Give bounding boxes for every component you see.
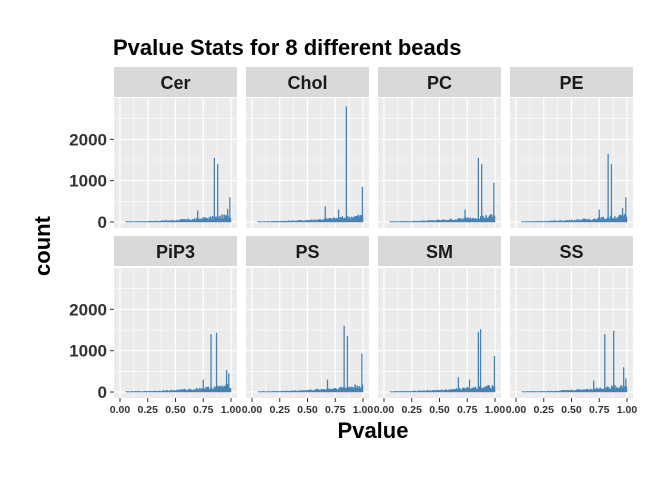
facet-panel-pip3: PiP3 0.00 0.25 0.50 0.75 1.00 0 1000 2000: [69, 236, 241, 416]
y-tick-label: 0: [98, 383, 107, 402]
x-tick-label: 0.50: [297, 404, 318, 416]
x-tick-label: 0.00: [110, 404, 131, 416]
x-tick-label: 1.00: [353, 404, 374, 416]
facet-strip-label: PE: [559, 73, 583, 93]
x-tick-label: 1.00: [617, 404, 638, 416]
facet-strip: [246, 236, 369, 266]
x-tick-label: 0.75: [325, 404, 346, 416]
x-tick-label: 0.75: [457, 404, 478, 416]
facet-panel-pc: PC: [378, 67, 501, 228]
facet-strip: [114, 236, 237, 266]
x-tick-label: 0.25: [270, 404, 291, 416]
x-tick-label: 1.00: [485, 404, 506, 416]
histogram-bins: [521, 384, 628, 393]
x-tick-label: 0.50: [429, 404, 450, 416]
facet-strip-label: SM: [426, 242, 453, 262]
x-tick-label: 0.00: [506, 404, 527, 416]
y-tick-label: 2000: [69, 300, 107, 319]
facet-strip: [114, 67, 237, 97]
facet-strip: [378, 67, 501, 97]
facet-strip: [510, 67, 633, 97]
facet-panel-ps: PS 0.00 0.25 0.50 0.75 1.00: [242, 236, 374, 416]
facet-panel-sm: SM 0.00 0.25 0.50 0.75 1.00: [374, 236, 506, 416]
histogram-bins: [125, 383, 232, 393]
x-tick-label: 0.00: [374, 404, 395, 416]
facet-panel-cer: Cer 0 1000 2000: [69, 67, 237, 232]
facet-strip: [510, 236, 633, 266]
x-tick-label: 0.25: [402, 404, 423, 416]
facet-strip: [246, 67, 369, 97]
facet-panel-pe: PE: [510, 67, 633, 228]
x-tick-label: 1.00: [221, 404, 242, 416]
y-tick-label: 1000: [69, 342, 107, 361]
x-tick-label: 0.25: [534, 404, 555, 416]
x-tick-label: 0.50: [165, 404, 186, 416]
histogram-bins: [521, 213, 628, 223]
x-tick-label: 0.50: [561, 404, 582, 416]
x-tick-label: 0.25: [138, 404, 159, 416]
facet-strip-label: PiP3: [156, 242, 195, 262]
facet-strip-label: PS: [295, 242, 319, 262]
x-tick-label: 0.75: [589, 404, 610, 416]
facet-panel-ss: SS 0.00 0.25 0.50 0.75 1.00: [506, 236, 638, 416]
facet-strip-label: Cer: [160, 73, 190, 93]
y-tick-label: 1000: [69, 172, 107, 191]
facet-strip-label: SS: [559, 242, 583, 262]
histogram-bins: [389, 384, 496, 393]
chart-title: Pvalue Stats for 8 different beads: [113, 35, 461, 60]
y-axis-title: count: [30, 215, 55, 276]
facet-panels: Cer 0 1000 2000 Chol PC PE PiP3 0.00 0.25 0.50 0.75…: [69, 67, 637, 416]
x-axis-title: Pvalue: [338, 418, 409, 443]
y-tick-label: 2000: [69, 130, 107, 149]
y-tick-label: 0: [98, 213, 107, 232]
x-tick-label: 0.75: [193, 404, 214, 416]
histogram-bins: [257, 384, 364, 393]
facet-panel-chol: Chol: [246, 67, 369, 228]
facet-strip-label: PC: [427, 73, 452, 93]
x-tick-label: 0.00: [242, 404, 263, 416]
facet-strip: [378, 236, 501, 266]
facet-strip-label: Chol: [288, 73, 328, 93]
